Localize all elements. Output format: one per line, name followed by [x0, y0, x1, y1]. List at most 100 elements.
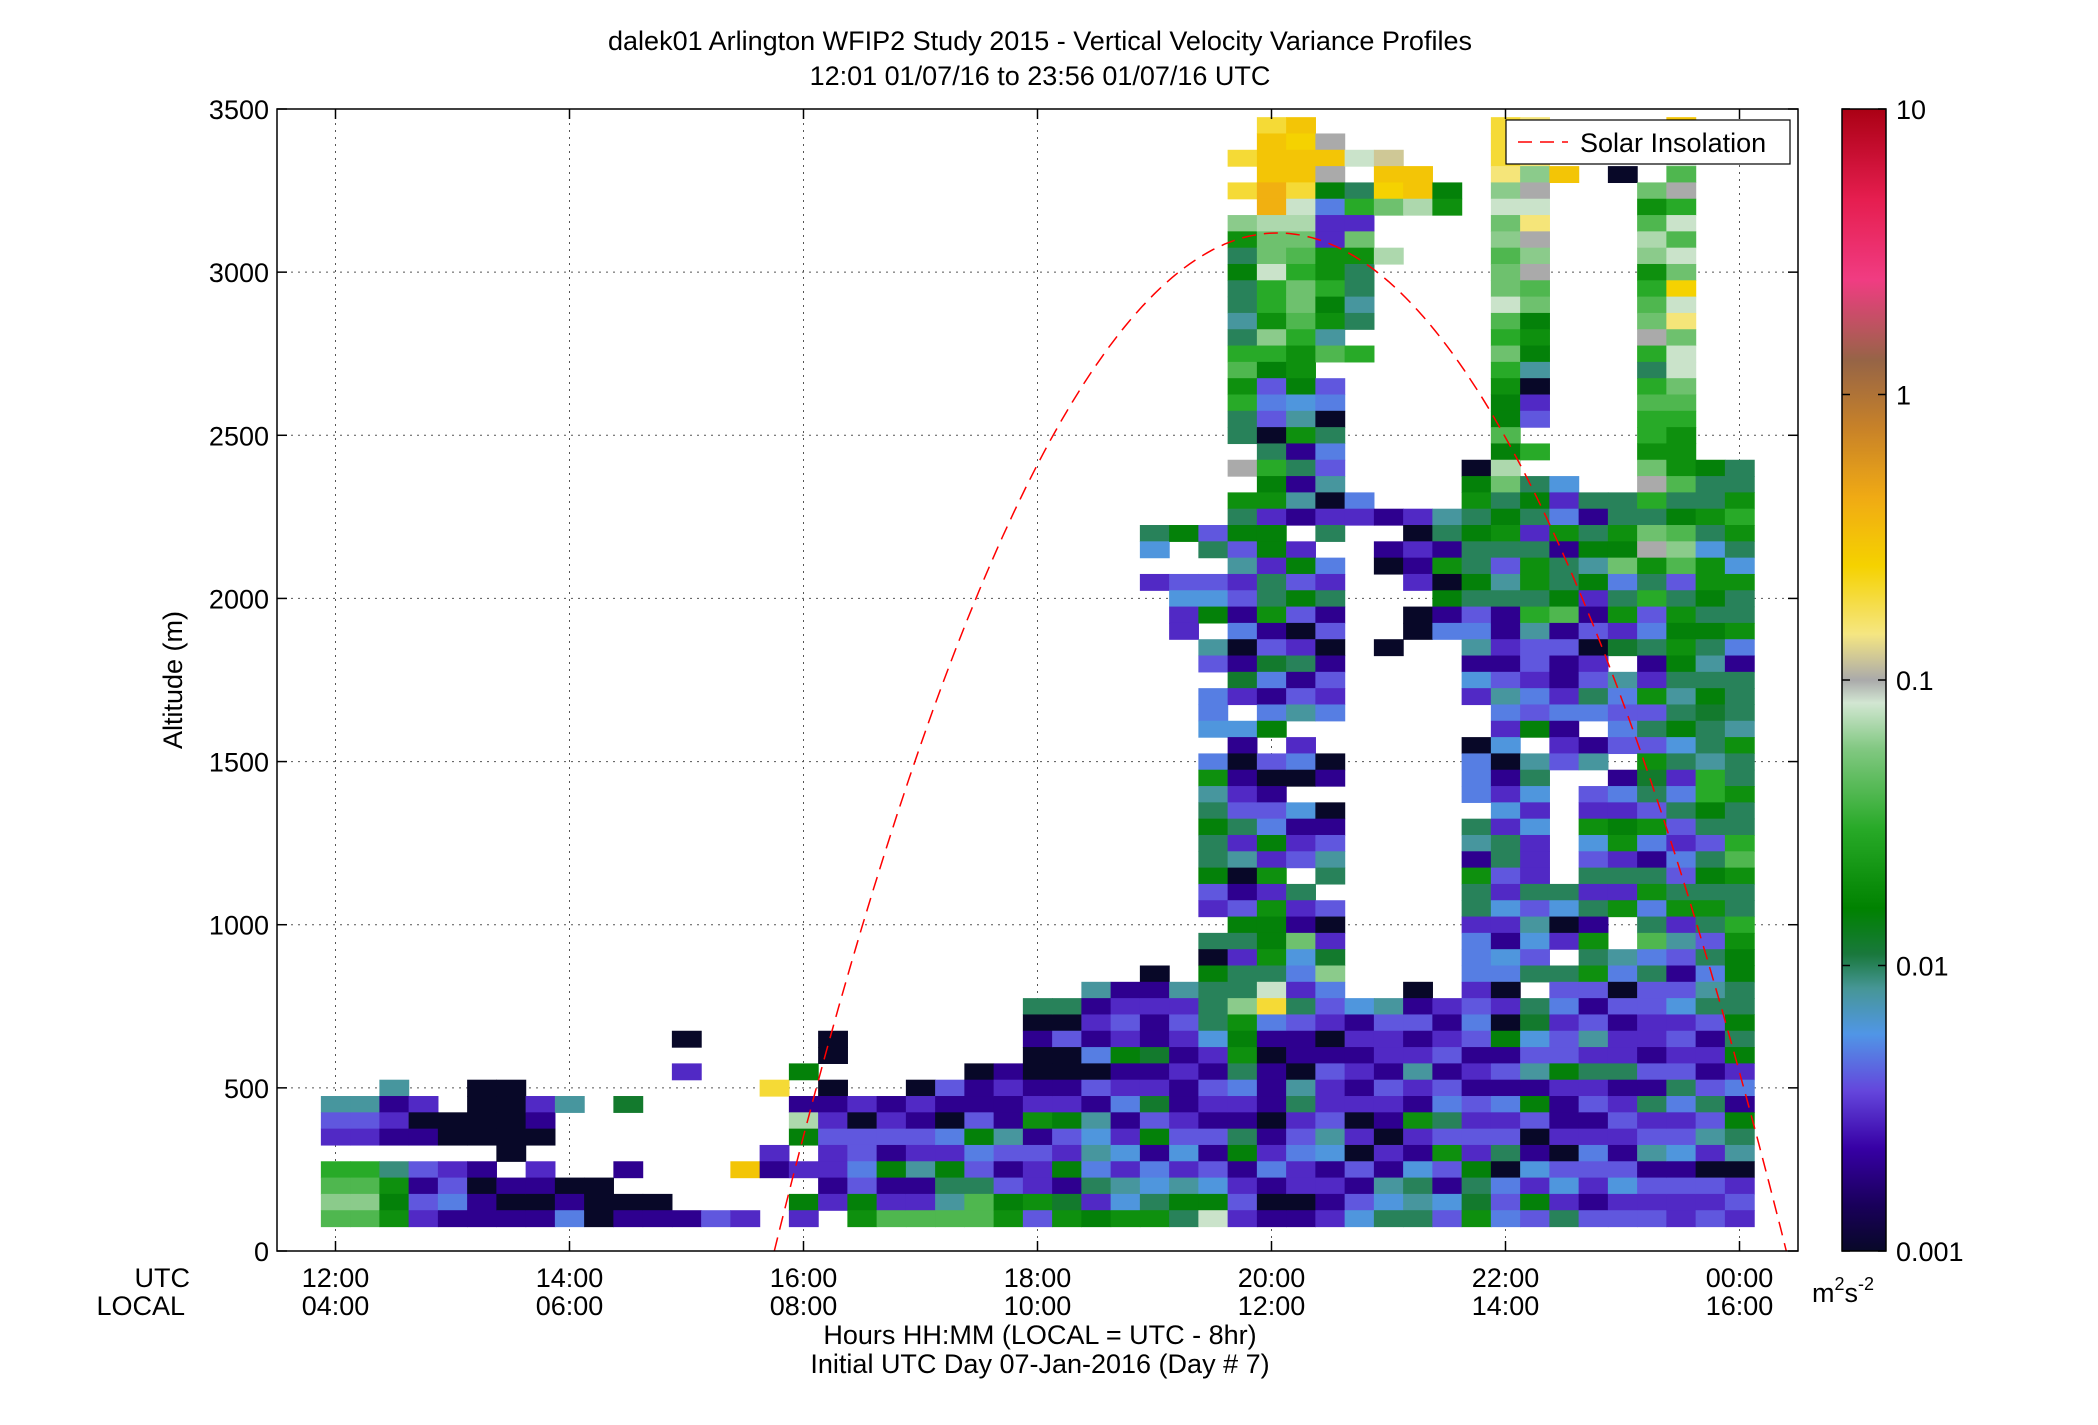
variance-cell: [1227, 590, 1258, 608]
variance-cell: [1637, 443, 1667, 461]
variance-cell: [1227, 769, 1258, 787]
x-tick-label-utc: 12:00: [302, 1263, 370, 1293]
x-tick-label-local: 14:00: [1472, 1291, 1540, 1321]
variance-cell: [1432, 998, 1463, 1016]
variance-cell: [1227, 231, 1258, 249]
variance-cell: [1139, 1079, 1170, 1097]
variance-cell: [1315, 704, 1346, 722]
variance-cell: [1315, 166, 1346, 184]
variance-cell: [525, 1193, 556, 1211]
variance-cell: [1110, 1177, 1141, 1195]
variance-cell: [1549, 166, 1580, 184]
variance-cell: [1022, 1177, 1053, 1195]
variance-cell: [1578, 704, 1609, 722]
variance-cell: [1022, 1193, 1053, 1211]
variance-cell: [1461, 1063, 1492, 1081]
variance-cell: [1578, 1210, 1609, 1228]
variance-cell: [1724, 557, 1755, 575]
y-tick-label: 500: [224, 1074, 269, 1104]
variance-cell: [1666, 280, 1697, 298]
variance-cell: [1403, 1128, 1433, 1146]
variance-cell: [1549, 1014, 1580, 1032]
variance-cell: [1315, 1161, 1346, 1179]
variance-cell: [496, 1079, 527, 1097]
variance-cell: [1110, 1210, 1141, 1228]
variance-cell: [1490, 834, 1521, 852]
variance-cell: [1227, 492, 1258, 510]
variance-cell: [1198, 573, 1229, 591]
variance-cell: [613, 1161, 644, 1179]
variance-cell: [1607, 1096, 1638, 1113]
variance-cell: [1520, 198, 1550, 216]
variance-cell: [1666, 965, 1697, 983]
variance-cell: [993, 1063, 1024, 1081]
variance-cell: [1256, 508, 1287, 526]
variance-cell: [1286, 166, 1316, 184]
variance-cell: [1520, 231, 1550, 249]
variance-cell: [1403, 1079, 1433, 1097]
variance-cell: [408, 1161, 439, 1179]
variance-cell: [1549, 1063, 1580, 1081]
colorbar-units-mid: s: [1845, 1278, 1859, 1308]
variance-cell: [1256, 492, 1287, 510]
variance-cell: [1637, 247, 1667, 265]
variance-cell: [1286, 818, 1316, 836]
variance-cell: [1286, 1161, 1316, 1179]
variance-cell: [525, 1096, 556, 1113]
variance-cell: [788, 1096, 819, 1113]
variance-cell: [1286, 655, 1316, 673]
variance-cell: [1520, 1096, 1550, 1113]
variance-cell: [1315, 932, 1346, 950]
variance-cell: [1549, 753, 1580, 771]
variance-cell: [1724, 476, 1755, 493]
variance-cell: [1227, 981, 1258, 999]
variance-cell: [1461, 639, 1492, 657]
variance-cell: [1315, 622, 1346, 640]
variance-cell: [1637, 916, 1667, 934]
variance-cell: [1227, 786, 1258, 803]
variance-cell: [1373, 1079, 1404, 1097]
variance-cell: [1256, 883, 1287, 901]
colorbar-units-exp1: 2: [1835, 1274, 1845, 1294]
variance-cell: [437, 1128, 468, 1146]
variance-cell: [1286, 573, 1316, 591]
variance-cell: [1490, 900, 1521, 918]
variance-cell: [1520, 590, 1550, 608]
variance-cell: [350, 1210, 380, 1228]
variance-cell: [1403, 1014, 1433, 1032]
variance-cell: [1724, 541, 1755, 559]
variance-cell: [1461, 834, 1492, 852]
variance-cell: [1198, 541, 1229, 559]
variance-cell: [1461, 1014, 1492, 1032]
variance-cell: [1315, 639, 1346, 657]
variance-cell: [1227, 818, 1258, 836]
variance-cell: [1198, 1096, 1229, 1113]
variance-cell: [1549, 720, 1580, 738]
variance-cell: [1198, 1161, 1229, 1179]
variance-cell: [1198, 802, 1229, 820]
variance-cell: [788, 1112, 819, 1130]
variance-cell: [408, 1177, 439, 1195]
variance-cell: [1724, 688, 1755, 706]
variance-cell: [467, 1079, 497, 1097]
variance-cell: [1724, 459, 1755, 477]
variance-cell: [1081, 1030, 1112, 1048]
variance-cell: [1607, 525, 1638, 542]
variance-cell: [1344, 296, 1375, 314]
variance-cell: [1315, 182, 1346, 200]
variance-cell: [379, 1161, 410, 1179]
variance-cell: [1403, 1063, 1433, 1081]
variance-cell: [1461, 883, 1492, 901]
variance-cell: [1169, 606, 1199, 624]
variance-cell: [1315, 1128, 1346, 1146]
variance-cell: [964, 1096, 995, 1113]
variance-cell: [1637, 883, 1667, 901]
variance-cell: [964, 1128, 995, 1146]
variance-cell: [1490, 981, 1521, 999]
variance-cell: [1461, 818, 1492, 836]
variance-cell: [1227, 541, 1258, 559]
variance-cell: [1139, 981, 1170, 999]
variance-cell: [1637, 932, 1667, 950]
variance-cell: [1666, 476, 1697, 493]
variance-cell: [1315, 557, 1346, 575]
